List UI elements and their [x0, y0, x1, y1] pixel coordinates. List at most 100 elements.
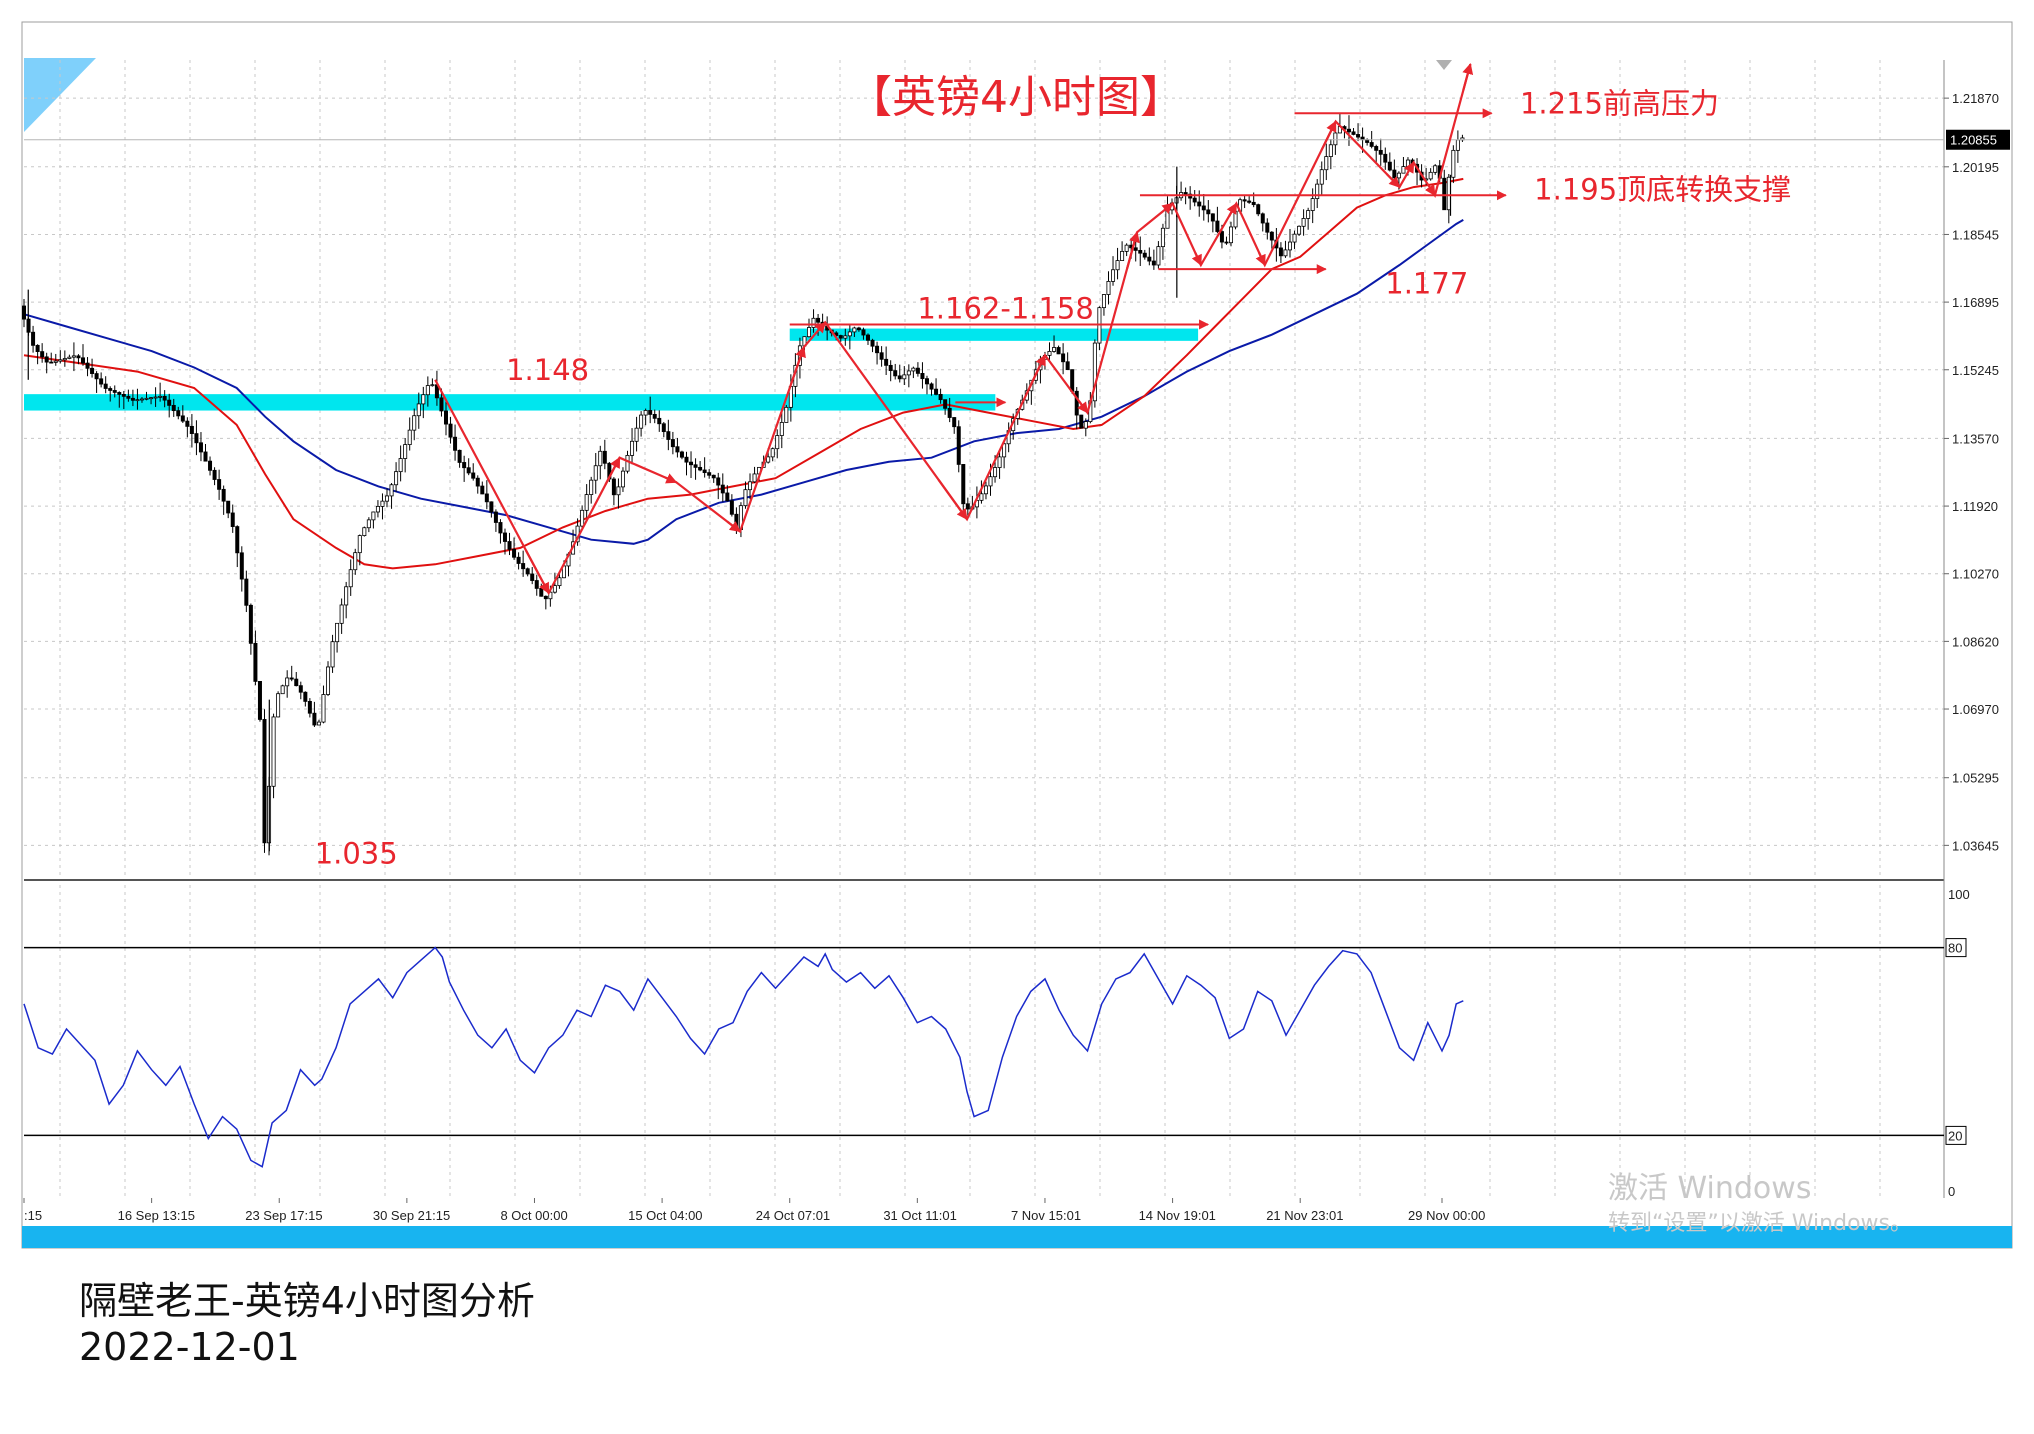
candle-body	[630, 440, 635, 456]
candle-body	[285, 677, 290, 687]
candle-body	[657, 417, 662, 425]
candle-body	[403, 444, 408, 459]
candle-body	[448, 423, 453, 438]
candle-body	[1160, 227, 1165, 248]
candle-body	[1455, 139, 1460, 151]
candle-body	[906, 370, 911, 376]
candle-body	[616, 486, 621, 496]
candle-body	[430, 384, 435, 387]
candle-body	[235, 526, 240, 554]
candle-body	[298, 685, 303, 693]
candle-body	[1219, 231, 1224, 243]
candle-body	[1405, 159, 1410, 167]
candle-body	[1111, 269, 1116, 282]
candle-body	[675, 446, 680, 453]
candle-body	[149, 397, 154, 400]
candle-body	[44, 356, 49, 363]
candle-body	[643, 410, 648, 416]
candle-body	[1201, 205, 1206, 211]
candle-body	[679, 451, 684, 458]
candle-body	[965, 503, 970, 510]
candle-body	[720, 484, 725, 494]
candle-body	[1242, 199, 1247, 202]
candle-body	[911, 367, 916, 372]
candle-body	[1147, 256, 1152, 262]
candle-body	[1056, 347, 1061, 355]
price-axis-label: 1.10270	[1952, 567, 1999, 582]
candle-body	[602, 450, 607, 464]
price-axis-label: 1.18545	[1952, 227, 1999, 242]
swing-arrow	[525, 549, 550, 594]
candle-body	[407, 429, 412, 445]
price-axis-label: 1.13570	[1952, 431, 1999, 446]
candle-body	[852, 327, 857, 333]
caption-title: 隔壁老王-英镑4小时图分析	[79, 1279, 535, 1323]
candle-body	[983, 485, 988, 495]
candle-body	[947, 407, 952, 418]
candle-body	[584, 494, 589, 511]
moving-average-fast	[23, 177, 1464, 570]
chart-title: 【英镑4小时图】	[848, 72, 1184, 123]
candle-body	[870, 339, 875, 347]
candle-body	[952, 417, 957, 428]
price-axis-label: 1.15245	[1952, 363, 1999, 378]
candle-body	[534, 580, 539, 589]
time-axis-label: 8 Oct 00:00	[500, 1208, 567, 1223]
candle-body	[80, 357, 85, 364]
candle-body	[1383, 153, 1388, 163]
candle-body	[1256, 204, 1261, 215]
candle-body	[512, 548, 517, 558]
candle-body	[1192, 197, 1197, 203]
candle-body	[1310, 198, 1315, 211]
swing-arrow	[604, 456, 621, 486]
time-axis-label: 30 Sep 21:15	[373, 1208, 450, 1223]
candle-body	[21, 305, 26, 320]
candle-body	[307, 701, 312, 714]
candle-body	[938, 393, 943, 401]
candle-body	[702, 469, 707, 474]
candle-body	[280, 685, 285, 695]
candle-body	[1265, 222, 1270, 233]
candle-body	[457, 449, 462, 463]
candle-body	[1451, 149, 1456, 178]
swing-arrow	[1028, 354, 1046, 389]
candle-body	[239, 552, 244, 580]
candle-body	[625, 455, 630, 472]
candle-body	[934, 388, 939, 395]
time-axis-label: 16 Sep 13:15	[118, 1208, 195, 1223]
time-axis-label: 31 Oct 11:01	[883, 1208, 956, 1223]
candle-body	[353, 552, 358, 571]
price-axis-label: 1.20195	[1952, 160, 1999, 175]
price-annotation: 1.035	[315, 837, 398, 871]
candle-body	[1224, 241, 1229, 244]
swing-arrow	[1385, 173, 1401, 188]
candle-body	[1092, 342, 1097, 402]
oscillator-axis-label: 20	[1948, 1128, 1962, 1143]
candle-body	[670, 439, 675, 448]
candle-body	[121, 393, 126, 397]
oscillator-axis-label: 0	[1948, 1184, 1955, 1199]
candle-body	[1206, 209, 1211, 215]
swing-arrow	[1191, 252, 1202, 266]
candle-body	[257, 680, 262, 720]
candle-body	[893, 370, 898, 377]
candle-body	[94, 373, 99, 380]
candle-body	[1401, 166, 1406, 174]
candle-body	[924, 378, 929, 385]
candle-body	[498, 522, 503, 534]
candle-body	[443, 410, 448, 425]
candle-body	[139, 398, 144, 401]
candle-body	[226, 500, 231, 514]
candle-body	[648, 410, 653, 415]
candle-body	[915, 367, 920, 374]
candle-body	[502, 532, 507, 542]
candle-body	[1287, 241, 1292, 251]
time-axis-label: 21 Nov 23:01	[1266, 1208, 1343, 1223]
candle-body	[108, 388, 113, 391]
candle-body	[248, 604, 253, 644]
candle-body	[1142, 252, 1147, 258]
candle-body	[1233, 210, 1238, 228]
swing-arrow	[1320, 120, 1337, 151]
candle-body	[212, 469, 217, 480]
swing-arrow	[790, 345, 806, 385]
